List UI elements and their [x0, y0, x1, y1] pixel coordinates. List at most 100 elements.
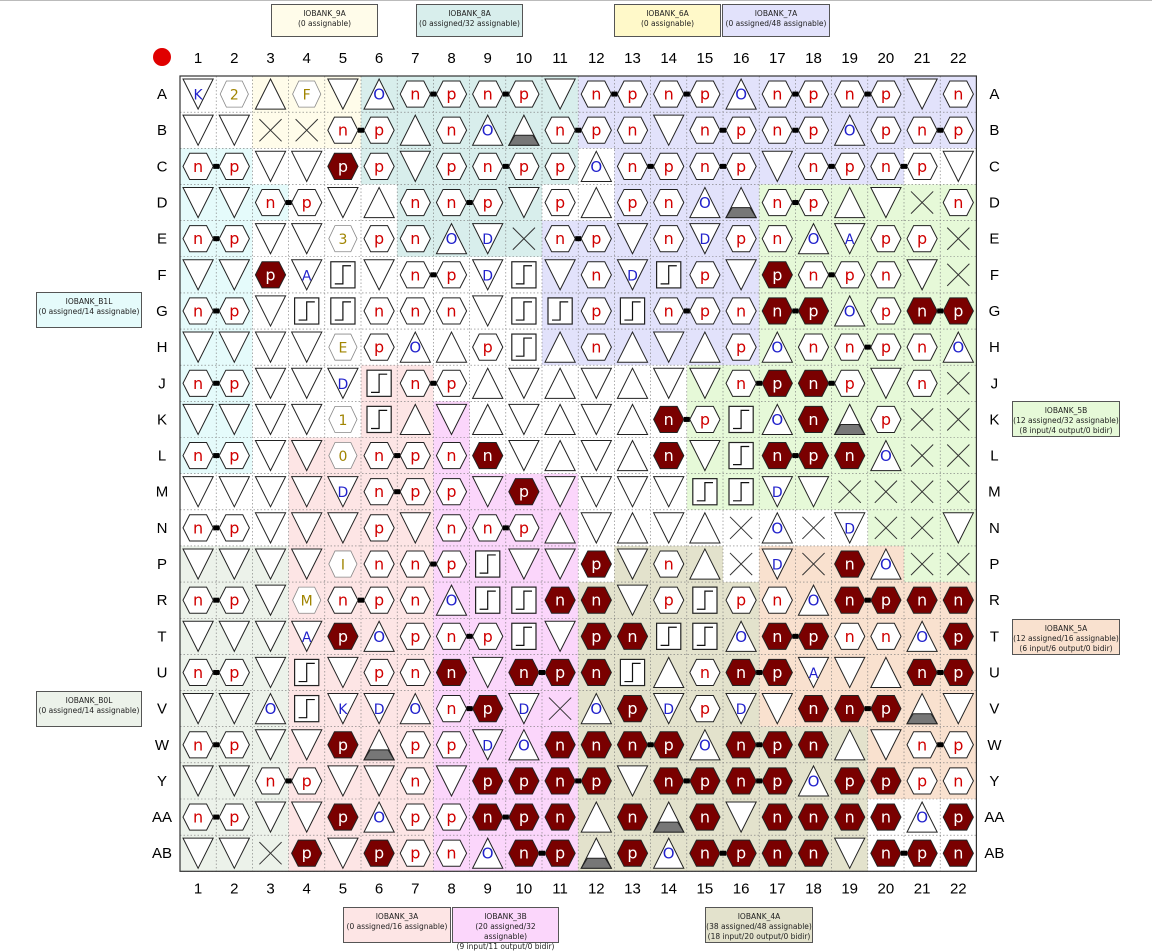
pin-U11[interactable]: p [544, 658, 576, 687]
pin-P19[interactable]: n [834, 550, 866, 578]
pin-V4[interactable] [294, 694, 320, 723]
pin-K12[interactable] [580, 403, 613, 436]
pin-K1[interactable] [182, 403, 215, 436]
pin-L6[interactable]: n [363, 442, 395, 470]
pin-T9[interactable]: p [472, 622, 504, 650]
pin-C10[interactable]: p [508, 152, 540, 180]
pin-B4[interactable] [295, 118, 319, 142]
pin-J7[interactable]: n [399, 369, 431, 397]
pin-N3[interactable] [254, 512, 287, 545]
bank-label-3a[interactable]: IOBANK_3A (0 assigned/16 assignable) [343, 907, 451, 943]
pin-C4[interactable] [290, 150, 323, 183]
pin-U15[interactable]: n [689, 658, 721, 687]
pin-P3[interactable] [254, 548, 287, 581]
pin-J21[interactable]: n [906, 369, 938, 397]
pin-U18[interactable]: A [797, 656, 830, 689]
pin-J22[interactable] [946, 371, 970, 395]
pin-T20[interactable]: n [870, 622, 902, 650]
pin-M12[interactable] [580, 476, 613, 508]
pin-J18[interactable]: n [797, 369, 830, 397]
pin-D19[interactable] [833, 186, 866, 219]
pin-Y8[interactable] [435, 765, 468, 798]
pin-U6[interactable]: p [363, 658, 395, 687]
pin-K7[interactable] [399, 403, 432, 435]
pin-W2[interactable]: p [218, 731, 250, 759]
pin-A9[interactable]: n [472, 80, 504, 108]
pin-P2[interactable] [218, 548, 251, 581]
pin-G11[interactable] [547, 297, 573, 325]
pin-M16[interactable] [728, 478, 754, 506]
pin-L19[interactable]: n [834, 442, 866, 470]
pin-C14[interactable]: p [653, 152, 685, 180]
pin-K22[interactable] [946, 407, 970, 431]
pin-R3[interactable] [254, 584, 287, 617]
pin-B10[interactable] [507, 114, 540, 146]
pin-L21[interactable] [910, 444, 934, 468]
pin-AA16[interactable] [725, 801, 758, 834]
pin-Y3[interactable]: n [254, 767, 287, 795]
pin-E16[interactable]: p [725, 225, 757, 253]
pin-Y4[interactable]: p [291, 767, 323, 795]
pin-L14[interactable]: n [653, 442, 685, 470]
pin-W19[interactable] [833, 728, 866, 761]
pin-Y6[interactable] [363, 765, 396, 798]
pin-K5[interactable]: 1 [328, 405, 358, 433]
pin-G18[interactable]: p [797, 297, 830, 325]
pin-V9[interactable]: p [472, 695, 504, 723]
pin-W7[interactable]: p [399, 731, 431, 759]
pin-L17[interactable]: n [761, 442, 793, 470]
pin-G17[interactable]: n [761, 297, 793, 325]
pin-A21[interactable] [906, 78, 939, 111]
pin-M18[interactable] [797, 476, 830, 508]
pin-U22[interactable]: p [942, 658, 974, 687]
pin-D5[interactable] [326, 186, 359, 219]
pin-K8[interactable] [435, 403, 468, 436]
pin-G7[interactable]: n [399, 297, 431, 325]
pin-T19[interactable]: n [834, 622, 866, 650]
pin-D7[interactable]: n [399, 188, 431, 217]
pin-A10[interactable]: p [508, 80, 540, 108]
pin-H18[interactable]: n [797, 333, 830, 361]
pin-U12[interactable]: n [580, 658, 612, 687]
pin-U1[interactable]: n [182, 658, 214, 687]
pin-C9[interactable]: n [472, 152, 504, 180]
pin-H6[interactable]: p [363, 333, 395, 361]
pin-F17[interactable]: p [761, 261, 793, 289]
pin-V18[interactable]: n [797, 695, 830, 723]
pin-H11[interactable] [544, 330, 577, 363]
pin-B13[interactable]: n [616, 116, 649, 144]
bank-label-5a[interactable]: IOBANK_5A (12 assigned/16 assignable) (6 i… [1012, 619, 1120, 655]
pin-B9[interactable]: O [471, 114, 504, 146]
pin-AA1[interactable]: n [182, 803, 214, 831]
pin-E9[interactable]: D [471, 223, 504, 255]
pin-R11[interactable]: n [544, 586, 576, 614]
pin-U3[interactable] [254, 656, 287, 689]
pin-R16[interactable]: p [725, 586, 757, 614]
pin-AB15[interactable]: n [689, 839, 721, 867]
pin-V14[interactable]: D [652, 693, 685, 725]
pin-P9[interactable] [475, 550, 501, 578]
pin-D1[interactable] [182, 186, 215, 219]
pin-P15[interactable] [688, 547, 721, 580]
pin-F14[interactable] [655, 261, 682, 289]
pin-B20[interactable]: p [870, 116, 902, 144]
pin-K21[interactable] [910, 407, 934, 431]
pin-N9[interactable]: n [472, 514, 504, 542]
pin-K2[interactable] [218, 403, 251, 436]
pin-D10[interactable] [507, 186, 540, 219]
pin-B6[interactable]: p [363, 116, 395, 144]
pin-M17[interactable]: D [761, 476, 794, 508]
pin-A14[interactable]: n [653, 80, 685, 108]
bank-label-b1l[interactable]: IOBANK_B1L (0 assigned/14 assignable) [36, 292, 142, 328]
pin-P17[interactable]: D [761, 548, 794, 581]
pin-C8[interactable]: p [435, 152, 468, 180]
pin-L15[interactable] [688, 440, 721, 472]
pin-W9[interactable]: D [471, 729, 504, 761]
pin-D9[interactable]: p [472, 188, 504, 217]
pin-F4[interactable]: A [290, 259, 323, 292]
pin-E13[interactable] [616, 223, 649, 255]
pin-AA3[interactable] [254, 801, 287, 834]
pin-G16[interactable]: n [725, 297, 757, 325]
pin-P7[interactable]: n [399, 550, 431, 578]
pin-J8[interactable]: p [435, 369, 468, 397]
